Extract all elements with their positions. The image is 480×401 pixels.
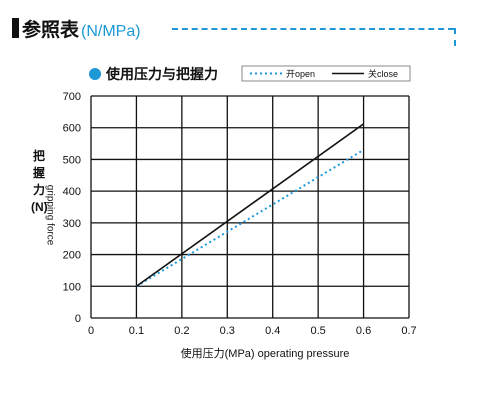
series-line-open [135, 149, 365, 288]
page-title-unit: (N/MPa) [81, 23, 141, 40]
header-dashed-rule [172, 28, 454, 30]
header-dashed-drop [454, 28, 456, 46]
page-title: 参照表 (N/MPa) [22, 15, 141, 42]
x-tick-labels: 0 0.1 0.2 0.3 0.4 0.5 0.6 0.7 [88, 325, 417, 337]
chart-grid [90, 95, 410, 319]
y-tick-label: 300 [63, 218, 81, 230]
legend-box [241, 65, 411, 82]
x-tick-label: 0.4 [265, 325, 280, 337]
x-tick-label: 0.7 [401, 325, 416, 337]
page-title-text: 参照表 [22, 20, 80, 41]
y-axis-label-cn-text: 把握力(N) [31, 149, 48, 214]
title-bullet-icon [89, 68, 101, 80]
x-tick-label: 0.1 [129, 325, 144, 337]
y-tick-label: 500 [63, 154, 81, 166]
header-marker [12, 18, 19, 38]
y-tick-label: 700 [63, 91, 81, 103]
chart-title-group: 使用压力与把握力 [89, 66, 218, 82]
legend-label: 开open [286, 69, 315, 79]
chart-legend: 开open 关close [241, 65, 411, 82]
x-tick-label: 0.6 [356, 325, 371, 337]
y-tick-label: 0 [75, 313, 81, 325]
y-tick-label: 200 [63, 250, 81, 262]
chart-lines [135, 123, 365, 288]
y-tick-label: 600 [63, 123, 81, 135]
y-axis-label-en: gripping force [44, 184, 56, 246]
y-tick-label: 100 [63, 281, 81, 293]
x-tick-label: 0.3 [220, 325, 235, 337]
y-tick-label: 400 [63, 186, 81, 198]
x-tick-label: 0.5 [310, 325, 325, 337]
x-tick-label: 0.2 [174, 325, 189, 337]
series-line-close [135, 123, 365, 287]
x-axis-label: 使用压力(MPa) operating pressure [181, 347, 350, 360]
y-axis-label-cn: 把握力(N) [31, 148, 48, 216]
chart-title: 使用压力与把握力 [105, 66, 218, 82]
legend-label: 关close [368, 68, 398, 79]
x-tick-label: 0 [88, 325, 94, 337]
y-tick-labels: 0 100 200 300 400 500 600 700 [63, 91, 81, 325]
